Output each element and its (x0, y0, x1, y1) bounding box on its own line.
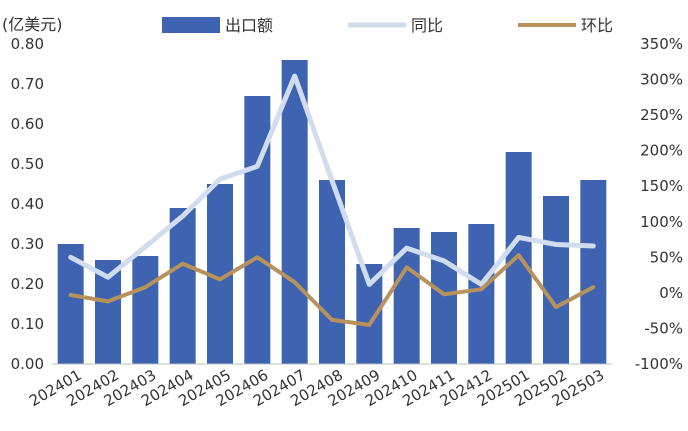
bar-202404 (169, 208, 196, 364)
right-axis-ticks: -100% -50% 0% 50% 100% 150% 200% 250% 300% 350% (635, 35, 683, 373)
legend-label: 出口额 (225, 16, 273, 35)
left-axis-tick-label: 0.20 (11, 275, 44, 293)
left-axis-tick-label: 0.00 (11, 355, 44, 373)
right-axis-tick-label: 250% (640, 106, 683, 124)
legend-item: 同比 (348, 16, 443, 35)
x-axis-ticks: 2024012024022024032024042024052024062024… (26, 366, 607, 410)
right-axis-tick-label: -100% (635, 355, 683, 373)
left-axis-tick-label: 0.50 (11, 155, 44, 173)
line-series (68, 73, 596, 327)
left-axis-tick-label: 0.80 (11, 35, 44, 53)
left-axis-tick-label: 0.70 (11, 75, 44, 93)
bar-202406 (244, 96, 271, 364)
legend-item: 出口额 (162, 16, 273, 35)
legend-item: 环比 (518, 16, 613, 35)
bar-202503 (580, 180, 607, 364)
left-axis-tick-label: 0.60 (11, 115, 44, 133)
left-axis-unit-label: (亿美元) (2, 15, 63, 34)
right-axis-tick-label: 300% (640, 71, 683, 89)
left-axis-tick-label: 0.30 (11, 235, 44, 253)
right-axis-tick-label: -50% (644, 319, 683, 337)
legend-swatch (162, 17, 220, 33)
left-axis-tick-label: 0.40 (11, 195, 44, 213)
right-axis-tick-label: 150% (640, 177, 683, 195)
left-axis-tick-label: 0.10 (11, 315, 44, 333)
left-axis-ticks: 0.00 0.10 0.20 0.30 0.40 0.50 0.60 0.70 0.80 (11, 35, 44, 373)
bar-202411 (431, 232, 457, 364)
right-axis-tick-label: 50% (650, 248, 683, 266)
bar-202407 (281, 60, 308, 364)
legend: 出口额 同比 环比 (162, 16, 613, 35)
bar-202412 (468, 224, 495, 364)
right-axis-tick-label: 200% (640, 142, 683, 160)
right-axis-tick-label: 350% (640, 35, 683, 53)
right-axis-tick-label: 100% (640, 213, 683, 231)
right-axis-tick-label: 0% (659, 284, 683, 302)
bar-202502 (543, 196, 569, 364)
bar-series (57, 60, 607, 364)
legend-label: 环比 (581, 16, 613, 35)
legend-label: 同比 (411, 16, 443, 35)
bar-202403 (132, 256, 159, 364)
